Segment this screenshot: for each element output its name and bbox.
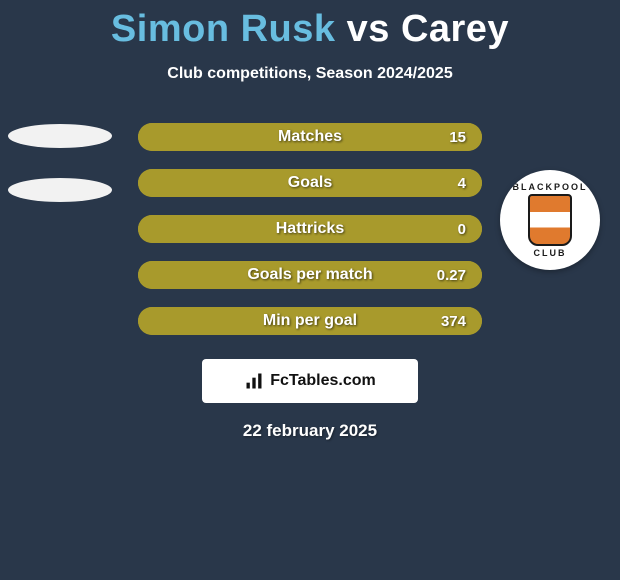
stat-value-right: 0 [458, 221, 466, 238]
stat-row: Goals per match 0.27 [138, 261, 482, 289]
vs-label: vs [347, 8, 390, 50]
badge-shield-icon [528, 194, 572, 246]
stat-value-right: 15 [449, 129, 466, 146]
stat-label: Hattricks [276, 220, 344, 238]
ellipse-decoration [8, 178, 112, 202]
stat-value-right: 0.27 [437, 267, 466, 284]
stat-row: Hattricks 0 [138, 215, 482, 243]
stat-label: Goals per match [247, 266, 372, 284]
comparison-title: Simon Rusk vs Carey [0, 0, 620, 51]
stat-label: Matches [278, 128, 342, 146]
stat-row: Matches 15 [138, 123, 482, 151]
stat-label: Goals [288, 174, 332, 192]
badge-text-top: BLACKPOOL [513, 182, 588, 192]
subtitle: Club competitions, Season 2024/2025 [0, 65, 620, 83]
stat-value-right: 374 [441, 313, 466, 330]
ellipse-decoration [8, 124, 112, 148]
brand-badge[interactable]: FcTables.com [202, 359, 418, 403]
club-badge: BLACKPOOL CLUB [500, 170, 600, 270]
stat-value-right: 4 [458, 175, 466, 192]
badge-text-bottom: CLUB [534, 248, 567, 258]
bar-chart-icon [244, 371, 264, 391]
stat-row: Goals 4 [138, 169, 482, 197]
player2-name: Carey [401, 8, 509, 50]
brand-text: FcTables.com [270, 372, 376, 390]
date-label: 22 february 2025 [0, 421, 620, 441]
player1-name: Simon Rusk [111, 8, 336, 50]
stat-row: Min per goal 374 [138, 307, 482, 335]
stat-label: Min per goal [263, 312, 357, 330]
